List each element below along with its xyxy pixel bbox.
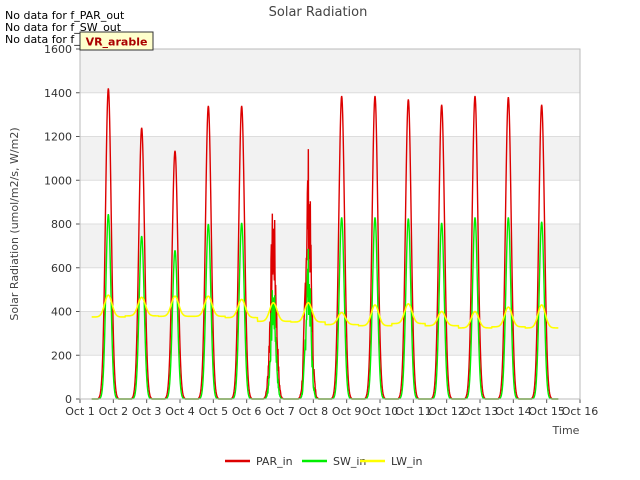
y-tick-label: 600 [51, 262, 72, 275]
y-tick-label: 1000 [44, 174, 72, 187]
x-tick-label: Oct 1 [65, 405, 95, 418]
x-tick-label: Oct 4 [165, 405, 195, 418]
no-data-message: No data for f_SW_out [5, 21, 122, 34]
x-tick-label: Oct 12 [428, 405, 465, 418]
legend-label-lw-in: LW_in [391, 455, 423, 468]
x-tick-label: Oct 3 [132, 405, 162, 418]
plot-frame [79, 48, 581, 400]
plot-band [80, 136, 580, 181]
legend-label-par-in: PAR_in [256, 455, 293, 468]
y-tick-label: 400 [51, 306, 72, 319]
x-tick-label: Oct 10 [362, 405, 399, 418]
x-tick-label: Oct 13 [462, 405, 499, 418]
y-tick-label: 0 [65, 393, 72, 406]
x-tick-label: Oct 2 [99, 405, 129, 418]
x-tick-label: Oct 16 [562, 405, 599, 418]
y-tick-label: 1600 [44, 43, 72, 56]
y-tick-label: 1400 [44, 87, 72, 100]
chart-title: Solar Radiation [269, 5, 368, 20]
no-data-message: No data for f_PAR_out [5, 9, 125, 22]
x-tick-label: Oct 6 [232, 405, 262, 418]
x-tick-label: Oct 14 [495, 405, 532, 418]
plot-band [80, 311, 580, 356]
x-tick-label: Oct 7 [265, 405, 295, 418]
site-label-box [79, 31, 154, 51]
series-line-lw-in [91, 294, 559, 329]
y-tick-label: 800 [51, 218, 72, 231]
plot-band [80, 49, 580, 93]
x-tick-label: Oct 11 [395, 405, 432, 418]
y-axis-label: Solar Radiation (umol/m2/s, W/m2) [8, 127, 21, 320]
x-tick-label: Oct 8 [299, 405, 329, 418]
legend: PAR_in SW_in LW_in [225, 455, 423, 468]
x-axis-label: Time [552, 424, 580, 437]
plot-band [80, 224, 580, 268]
x-tick-label: Oct 15 [528, 405, 565, 418]
y-tick-label: 200 [51, 349, 72, 362]
site-label: VR_arable [86, 36, 148, 49]
x-tick-label: Oct 5 [199, 405, 229, 418]
legend-label-sw-in: SW_in [333, 455, 366, 468]
x-tick-label: Oct 9 [332, 405, 362, 418]
y-tick-label: 1200 [44, 131, 72, 144]
